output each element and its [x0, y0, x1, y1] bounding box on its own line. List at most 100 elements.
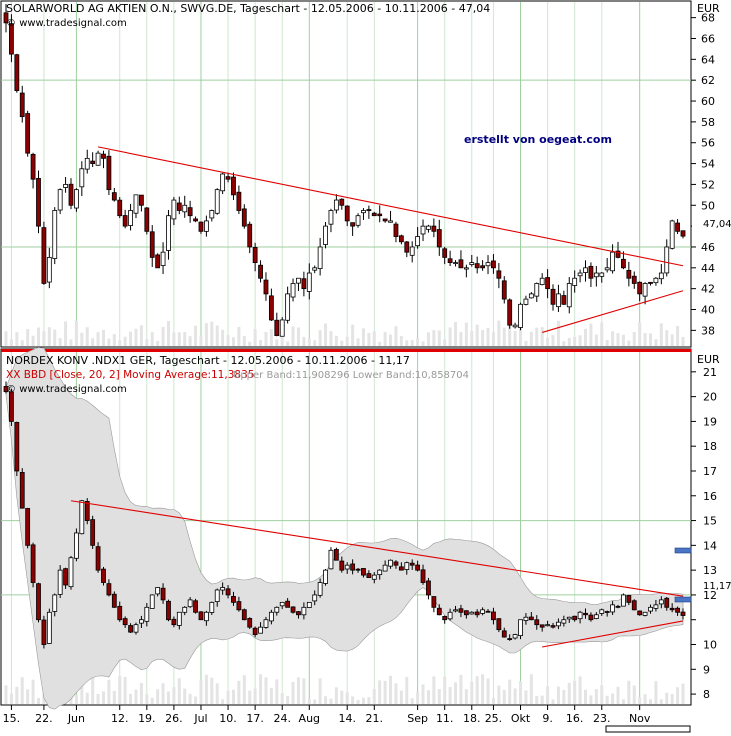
x-tick-label: Okt — [511, 712, 531, 725]
top-candle-body — [507, 299, 513, 326]
y-tick-label-bottom: 16 — [703, 490, 717, 503]
bottom-candle-body — [447, 611, 453, 620]
volume-bar-top — [253, 329, 257, 346]
top-candle-body — [463, 267, 469, 270]
bottom-candle-body — [9, 391, 14, 422]
scrollbar-thumb[interactable] — [605, 725, 691, 733]
volume-bar-top — [296, 327, 300, 346]
volume-bar-bottom — [129, 693, 133, 704]
bottom-chart-title: NORDEX KONV .NDX1 GER, Tageschart - 12.0… — [6, 354, 410, 367]
volume-bar-bottom — [573, 680, 577, 704]
top-candle-body — [3, 12, 9, 24]
top-candle-body — [236, 191, 242, 211]
volume-bar-bottom — [632, 685, 636, 704]
bottom-candle-body — [528, 616, 534, 621]
top-candle-body — [160, 251, 166, 266]
y-tick-label-bottom: 18 — [703, 440, 717, 453]
top-plot-frame — [0, 0, 692, 348]
volume-bar-bottom — [529, 674, 533, 704]
volume-bar-top — [351, 324, 355, 346]
volume-bar-bottom — [394, 683, 398, 704]
top-candle-body — [166, 215, 171, 251]
volume-bar-top — [134, 328, 138, 346]
volume-bar-top — [584, 328, 588, 346]
top-candle-body — [556, 293, 561, 308]
volume-bar-bottom — [74, 695, 78, 704]
volume-bar-top — [454, 322, 458, 346]
bottom-candle-body — [431, 596, 437, 608]
volume-bar-bottom — [107, 679, 111, 704]
volume-bar-bottom — [508, 679, 512, 704]
bottom-candle-body — [485, 610, 491, 613]
x-tick-label: 26. — [165, 712, 183, 725]
bottom-candle-body — [14, 421, 20, 472]
top-candle-body — [593, 272, 599, 278]
top-candle-body — [95, 152, 101, 166]
top-candle-body — [106, 155, 112, 191]
bottom-candle-body — [593, 614, 599, 619]
top-candle-body — [68, 183, 74, 206]
volume-bar-top — [172, 332, 176, 346]
volume-bar-top — [508, 325, 512, 346]
indicator-label: XX BBD [Close, 20, 2] Moving Average:11,… — [6, 369, 254, 381]
volume-bar-bottom — [26, 689, 30, 704]
volume-bar-bottom — [91, 674, 95, 704]
volume-bar-top — [627, 340, 631, 346]
volume-bar-bottom — [426, 690, 430, 704]
bollinger-band-area — [5, 347, 684, 710]
volume-bar-bottom — [416, 692, 420, 704]
volume-bar-top — [389, 334, 393, 346]
volume-bar-top — [611, 331, 615, 346]
volume-bar-top — [42, 331, 46, 346]
volume-bar-bottom — [231, 689, 235, 704]
top-candle-body — [171, 199, 177, 220]
volume-bar-top — [638, 322, 642, 346]
volume-bar-top — [540, 327, 544, 346]
volume-bar-bottom — [600, 685, 604, 704]
volume-bar-top — [69, 339, 73, 346]
volume-bar-bottom — [334, 687, 338, 704]
top-candle-body — [268, 295, 274, 321]
top-candle-body — [263, 279, 269, 295]
volume-bar-bottom — [199, 680, 203, 704]
top-candle-body — [301, 278, 307, 290]
bottom-candle-body — [198, 611, 204, 621]
volume-bar-bottom — [215, 683, 219, 704]
top-candle-body — [63, 184, 68, 188]
volume-bar-top — [36, 327, 40, 346]
bottom-candle-body — [95, 546, 101, 571]
bottom-candle-body — [290, 606, 296, 613]
volume-bar-bottom — [367, 697, 371, 704]
x-tick-label: 12. — [111, 712, 129, 725]
volume-bar-top — [654, 339, 658, 346]
top-candle-body — [122, 215, 128, 227]
volume-bar-top — [600, 322, 604, 346]
x-tick-label: 25. — [485, 712, 503, 725]
bottom-candle-body — [90, 519, 96, 546]
volume-bar-top — [183, 332, 187, 346]
top-upper-trendline — [97, 146, 684, 267]
volume-bar-top — [589, 323, 593, 346]
volume-bar-bottom — [345, 692, 349, 704]
top-candle-body — [480, 265, 486, 269]
bottom-candle-body — [106, 583, 112, 596]
bottom-candle-body — [599, 609, 605, 614]
bottom-source-label: © www.tradesignal.com — [6, 384, 127, 395]
volume-bar-bottom — [118, 675, 122, 704]
bottom-candle-body — [496, 618, 502, 631]
volume-bar-bottom — [535, 695, 539, 704]
y-tick-label-bottom: 21 — [703, 366, 717, 379]
bottom-candle-body — [279, 601, 285, 607]
x-tick-label: Nov — [629, 712, 651, 725]
bottom-candle-body — [138, 619, 144, 624]
volume-bar-bottom — [183, 688, 187, 704]
top-candle-body — [274, 319, 280, 336]
volume-bar-bottom — [621, 699, 625, 704]
y-tick-label-top: 46 — [701, 241, 715, 254]
volume-bar-top — [502, 327, 506, 346]
volume-bar-bottom — [524, 690, 528, 704]
bottom-candle-body — [268, 611, 274, 622]
top-candle-body — [350, 222, 356, 227]
volume-bar-top — [221, 329, 225, 346]
top-candle-body — [426, 225, 431, 230]
